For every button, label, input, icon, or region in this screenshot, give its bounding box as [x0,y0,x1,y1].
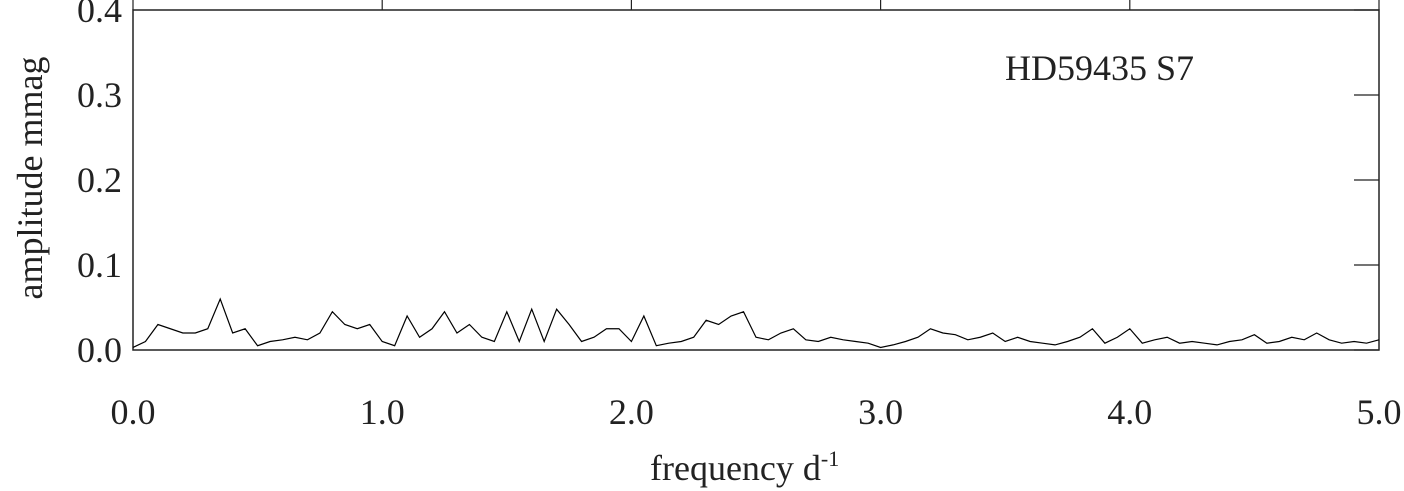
x-tick-label: 4.0 [1107,392,1152,432]
annotation: HD59435 S7 [1005,48,1194,88]
y-tick-label: 0.0 [77,330,122,370]
y-axis-label: amplitude mmag [10,57,50,300]
y-tick-label: 0.4 [77,0,122,30]
y-tick-label: 0.2 [77,160,122,200]
x-tick-label: 5.0 [1357,392,1402,432]
y-tick-label: 0.1 [77,245,122,285]
y-tick-label: 0.3 [77,75,122,115]
x-axis-label-sup: -1 [821,446,839,471]
x-tick-label: 2.0 [609,392,654,432]
x-tick-label: 3.0 [858,392,903,432]
x-tick-label: 1.0 [360,392,405,432]
x-axis-label: frequency d-1 [650,446,839,488]
x-tick-label: 0.0 [111,392,156,432]
x-axis-label-main: frequency d [650,448,821,488]
spectrum-line [132,297,1380,349]
